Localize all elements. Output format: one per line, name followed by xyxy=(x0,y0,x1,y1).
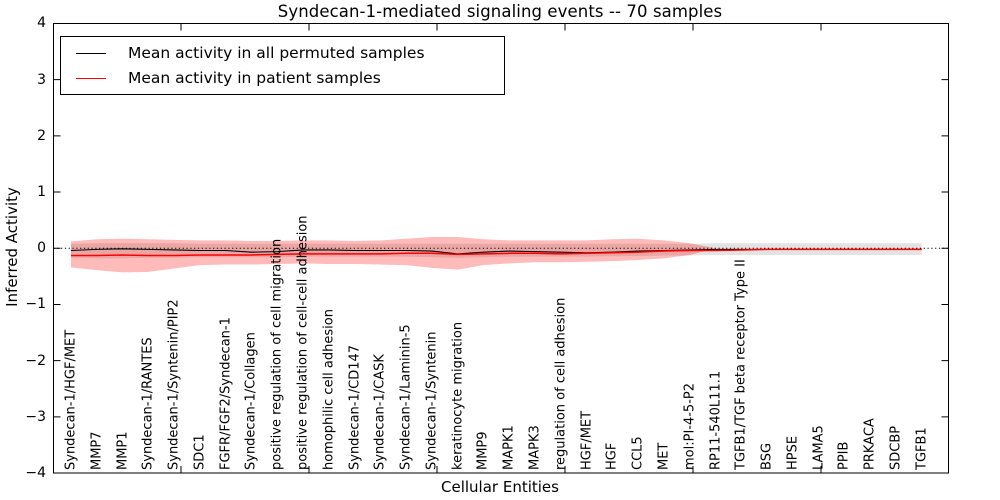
y-tick-label: 0 xyxy=(37,240,46,257)
x-tick-label: Syndecan-1/RANTES xyxy=(140,337,156,470)
legend-item-patient: Mean activity in patient samples xyxy=(76,69,504,87)
legend-label-permuted: Mean activity in all permuted samples xyxy=(128,44,425,62)
x-tick-label: positive regulation of cell-cell adhesio… xyxy=(295,215,311,470)
x-tick-label: Syndecan-1/CD147 xyxy=(347,344,363,470)
y-tick-label: 3 xyxy=(37,71,46,88)
patient-mean-line xyxy=(71,248,922,257)
y-tick-label: −1 xyxy=(25,296,46,313)
y-tick-label: 4 xyxy=(37,15,46,32)
legend-label-patient: Mean activity in patient samples xyxy=(128,69,381,87)
x-tick-label: MAPK3 xyxy=(527,425,543,470)
y-tick-label: −2 xyxy=(25,352,46,369)
x-tick-label: Syndecan-1/CASK xyxy=(372,354,388,470)
x-tick-label: Syndecan-1/HGF/MET xyxy=(63,329,79,470)
x-tick-label: MMP9 xyxy=(475,431,491,470)
x-tick-label: MMP1 xyxy=(115,431,131,470)
x-tick-label: CCL5 xyxy=(630,436,646,470)
x-tick-label: LAMA5 xyxy=(811,425,827,470)
patient-samples-range-band xyxy=(71,237,716,273)
x-tick-label: SDCBP xyxy=(888,425,904,470)
x-tick-label: HGF/MET xyxy=(579,410,595,470)
x-tick-label: MMP7 xyxy=(89,431,105,470)
patient-line-swatch-icon xyxy=(76,77,106,79)
x-tick-label: TGFB1/TGF beta receptor Type II xyxy=(733,259,749,470)
x-tick-label: Syndecan-1/Syntenin xyxy=(424,331,440,471)
x-tick-label: HPSE xyxy=(785,435,801,470)
y-tick-label: −4 xyxy=(25,465,46,482)
y-tick-label: 2 xyxy=(37,127,46,144)
legend-box: Mean activity in all permuted samples Me… xyxy=(60,36,505,95)
axis-tick-marks xyxy=(53,22,949,474)
x-tick-label: Syndecan-1/Collagen xyxy=(243,332,259,470)
x-tick-label: regulation of cell adhesion xyxy=(553,297,569,470)
x-tick-label: SDC1 xyxy=(192,434,208,470)
x-tick-label: positive regulation of cell migration xyxy=(269,238,285,470)
x-tick-label: Syndecan-1/Laminin-5 xyxy=(398,324,414,470)
x-tick-label: RP11-540L11.1 xyxy=(708,370,723,470)
x-tick-label: MET xyxy=(656,442,672,470)
x-tick-label: BSG xyxy=(759,442,775,470)
x-tick-label: HGF xyxy=(604,442,620,470)
x-tick-label: PRKACA xyxy=(862,418,878,470)
x-tick-label: FGFR/FGF2/Syndecan-1 xyxy=(218,317,234,470)
x-tick-label: Syndecan-1/Syntenin/PIP2 xyxy=(166,299,182,470)
y-tick-label: 1 xyxy=(37,184,46,201)
x-tick-label: keratinocyte migration xyxy=(450,321,466,470)
x-axis-title: Cellular Entities xyxy=(441,478,559,496)
chart-title: Syndecan-1-mediated signaling events -- … xyxy=(277,2,723,21)
y-tick-label: −3 xyxy=(25,408,46,425)
x-tick-label: mol:PI-4-5-P2 xyxy=(682,382,698,470)
x-tick-label: PPIB xyxy=(836,441,852,470)
x-tick-label: MAPK1 xyxy=(501,425,517,470)
x-tick-label: homophilic cell adhesion xyxy=(321,309,337,470)
legend-item-permuted: Mean activity in all permuted samples xyxy=(76,44,504,62)
x-tick-label: TGFB1 xyxy=(914,427,930,470)
permuted-line-swatch-icon xyxy=(76,52,106,54)
